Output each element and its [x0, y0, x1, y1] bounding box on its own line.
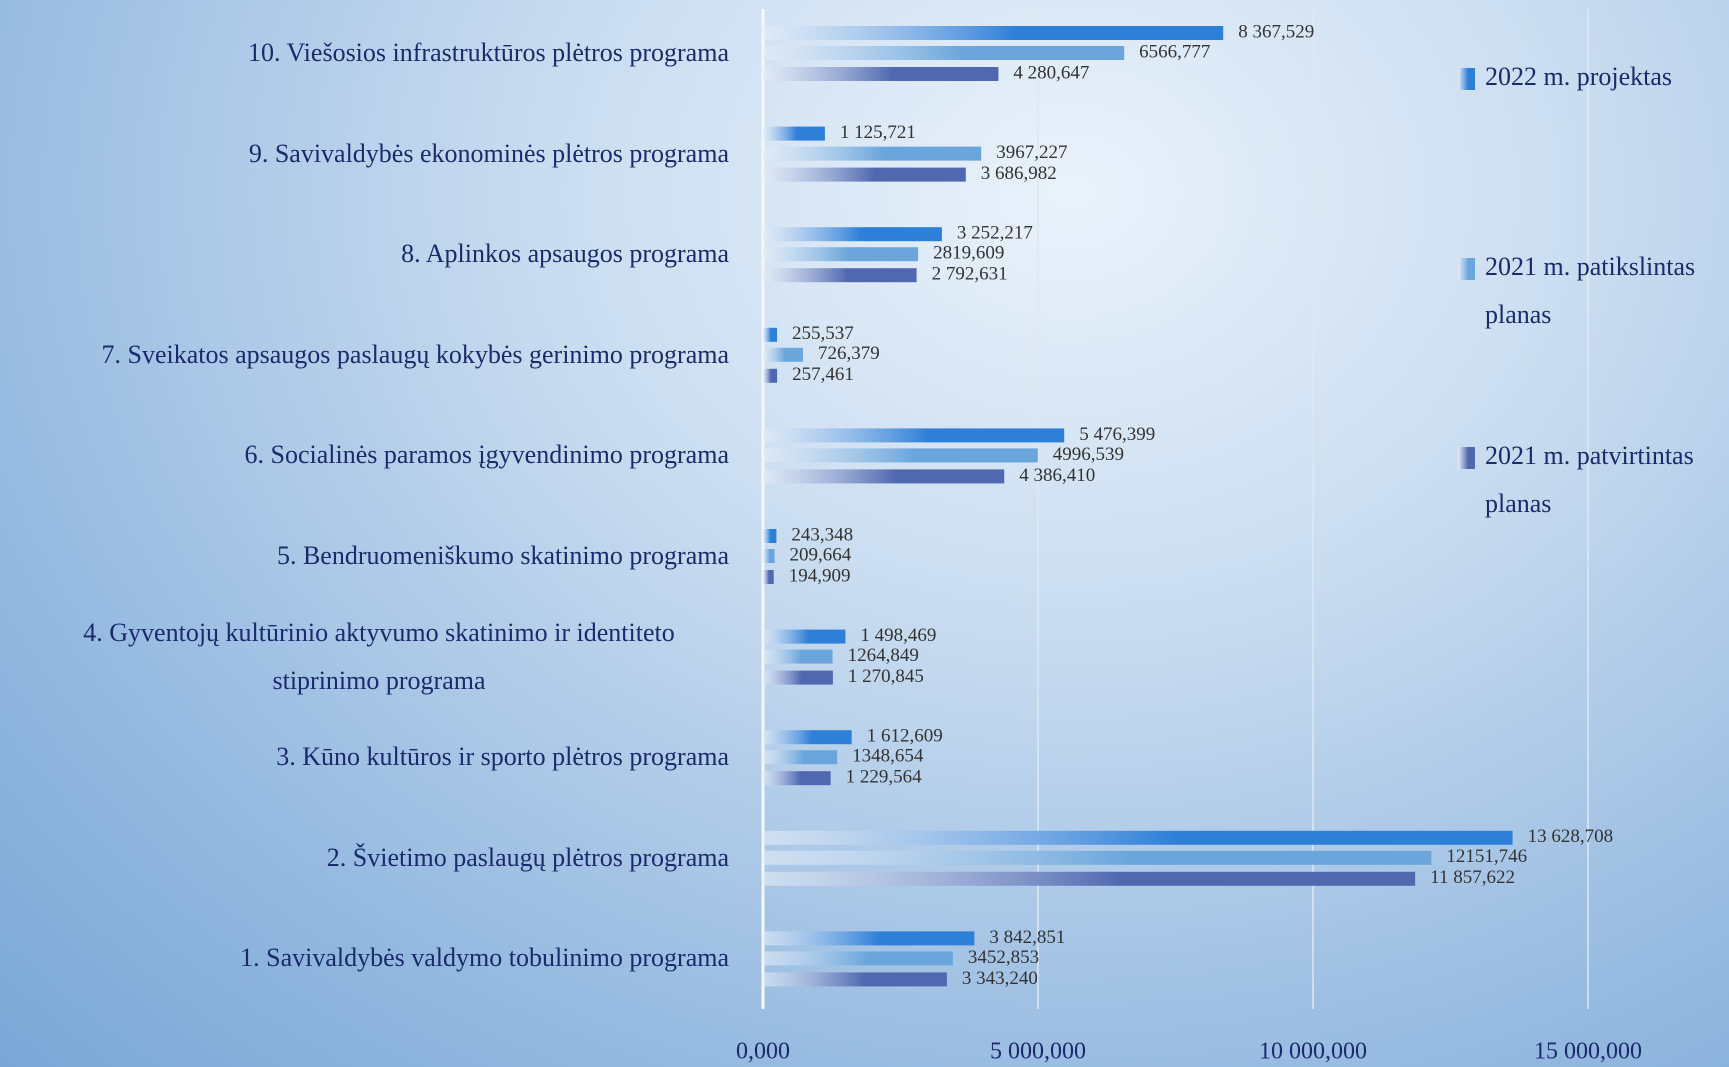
- category-label: 7. Sveikatos apsaugos paslaugų kokybės g…: [101, 339, 730, 369]
- category-label: 9. Savivaldybės ekonominės plėtros progr…: [248, 138, 729, 168]
- value-label: 8 367,529: [1238, 21, 1314, 42]
- bar: [763, 368, 778, 383]
- bar: [763, 167, 966, 182]
- value-label: 3452,853: [968, 947, 1039, 968]
- bar: [763, 972, 947, 987]
- value-label: 1264,849: [848, 645, 919, 666]
- category-label-box: 9. Savivaldybės ekonominės plėtros progr…: [9, 104, 729, 204]
- value-label: 3967,227: [996, 142, 1067, 163]
- bar: [763, 850, 1432, 865]
- value-label: 2 792,631: [932, 264, 1008, 285]
- bar: [763, 750, 838, 765]
- category-label: 2. Švietimo paslaugų plėtros programa: [326, 842, 729, 872]
- category-label: 3. Kūno kultūros ir sporto plėtros progr…: [276, 742, 729, 772]
- bar: [763, 649, 833, 664]
- value-label: 1348,654: [852, 746, 924, 767]
- legend-swatch: [1458, 447, 1475, 469]
- bar: [763, 227, 942, 242]
- legend-label: 2022 m. projektas: [1485, 62, 1673, 91]
- value-label: 13 628,708: [1528, 826, 1614, 847]
- bar: [763, 247, 919, 262]
- value-label: 209,664: [790, 544, 852, 565]
- value-label: 1 125,721: [840, 122, 916, 143]
- bar: [763, 268, 917, 283]
- value-label: 1 612,609: [867, 726, 943, 747]
- bar: [763, 730, 852, 745]
- category-label-box: 1. Savivaldybės valdymo tobulinimo progr…: [9, 908, 729, 1008]
- category-label-box: 10. Viešosios infrastruktūros plėtros pr…: [9, 3, 729, 103]
- value-label: 11 857,622: [1430, 867, 1515, 888]
- bar: [763, 871, 1416, 886]
- bar: [763, 830, 1513, 845]
- bar: [763, 448, 1038, 463]
- bar: [763, 347, 803, 362]
- legend-item: 2021 m. patikslintas planas: [1458, 243, 1728, 339]
- category-label: 5. Bendruomeniškumo skatinimo programa: [276, 541, 729, 570]
- x-tick-label: 10 000,000: [1259, 1039, 1367, 1065]
- bar: [763, 629, 846, 644]
- bar: [763, 469, 1005, 484]
- legend-item: 2021 m. patvirtintas planas: [1458, 432, 1728, 528]
- value-label: 1 270,845: [848, 666, 924, 687]
- category-label-box: 4. Gyventojų kultūrinio aktyvumo skatini…: [9, 607, 729, 707]
- x-tick-label: 0,000: [736, 1039, 790, 1065]
- value-label: 12151,746: [1446, 846, 1527, 867]
- value-label: 4996,539: [1053, 444, 1124, 465]
- category-label: 10. Viešosios infrastruktūros plėtros pr…: [247, 38, 729, 67]
- legend-item: 2022 m. projektas: [1458, 53, 1728, 101]
- category-label-box: 3. Kūno kultūros ir sporto plėtros progr…: [9, 707, 729, 807]
- value-label: 4 280,647: [1013, 62, 1089, 83]
- bar: [763, 549, 775, 563]
- category-label: 8. Aplinkos apsaugos programa: [401, 239, 729, 269]
- value-label: 5 476,399: [1079, 424, 1155, 445]
- value-label: 726,379: [818, 343, 880, 364]
- legend-label: 2021 m. patvirtintas planas: [1485, 441, 1694, 518]
- bar: [763, 771, 831, 786]
- category-label-box: 2. Švietimo paslaugų plėtros programa: [9, 808, 729, 908]
- category-label: 6. Socialinės paramos įgyvendinimo progr…: [244, 440, 729, 470]
- category-label-box: 6. Socialinės paramos įgyvendinimo progr…: [9, 405, 729, 505]
- x-tick-label: 5 000,000: [990, 1039, 1086, 1065]
- value-label: 6566,777: [1139, 41, 1210, 62]
- bar: [763, 146, 982, 161]
- value-label: 3 842,851: [989, 927, 1065, 948]
- value-label: 1 229,564: [846, 767, 923, 788]
- category-label: 4. Gyventojų kultūrinio aktyvumo skatini…: [83, 617, 675, 695]
- value-label: 194,909: [789, 565, 851, 586]
- legend-swatch: [1458, 68, 1475, 90]
- bar: [763, 327, 778, 342]
- bar: [763, 570, 774, 584]
- bar: [763, 529, 777, 543]
- bar: [763, 26, 1224, 40]
- value-label: 243,348: [791, 524, 853, 545]
- category-label: 1. Savivaldybės valdymo tobulinimo progr…: [240, 943, 729, 973]
- bar: [763, 931, 975, 946]
- bar: [763, 126, 825, 141]
- bar: [763, 67, 999, 81]
- category-label-box: 8. Aplinkos apsaugos programa: [9, 204, 729, 304]
- value-label: 4 386,410: [1019, 465, 1095, 486]
- bar: [763, 951, 953, 966]
- legend-swatch: [1458, 258, 1475, 280]
- value-label: 257,461: [792, 364, 854, 385]
- category-label-box: 5. Bendruomeniškumo skatinimo programa: [9, 506, 729, 606]
- bar: [763, 670, 833, 685]
- value-label: 3 343,240: [962, 968, 1038, 989]
- value-label: 2819,609: [933, 243, 1004, 264]
- legend-label: 2021 m. patikslintas planas: [1485, 252, 1696, 329]
- x-tick-label: 15 000,000: [1534, 1039, 1642, 1065]
- value-label: 255,537: [792, 323, 854, 344]
- value-label: 1 498,469: [860, 625, 936, 646]
- category-label-box: 7. Sveikatos apsaugos paslaugų kokybės g…: [9, 305, 730, 405]
- bar: [763, 46, 1125, 60]
- value-label: 3 686,982: [981, 163, 1057, 184]
- value-label: 3 252,217: [957, 223, 1033, 244]
- bar: [763, 428, 1065, 443]
